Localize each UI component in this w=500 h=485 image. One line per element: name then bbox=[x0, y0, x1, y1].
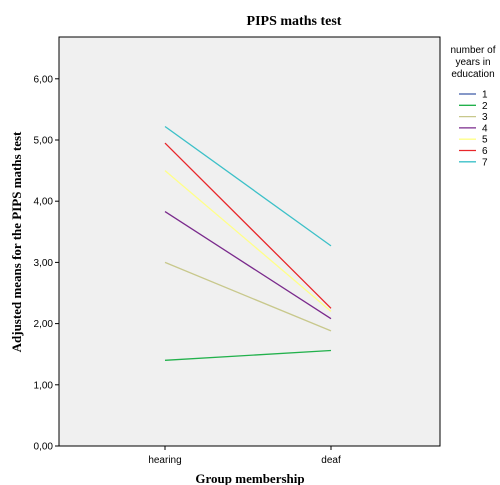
x-tick-label: deaf bbox=[321, 455, 341, 466]
y-axis: 0,00 1,00 2,00 3,00 4,00 5,00 6,00 bbox=[34, 74, 59, 452]
legend-label-4: 4 bbox=[482, 123, 488, 134]
legend-label-5: 5 bbox=[482, 135, 488, 146]
legend-title-line-1: number of bbox=[450, 45, 495, 56]
legend-label-3: 3 bbox=[482, 112, 488, 123]
legend-title-line-3: education bbox=[451, 69, 494, 80]
chart-title: PIPS maths test bbox=[247, 14, 342, 29]
legend-label-7: 7 bbox=[482, 157, 488, 168]
x-axis: hearing deaf bbox=[148, 446, 341, 466]
legend-title-line-2: years in bbox=[455, 57, 490, 68]
y-tick-label: 5,00 bbox=[34, 136, 54, 147]
y-tick-label: 3,00 bbox=[34, 258, 54, 269]
y-tick-label: 2,00 bbox=[34, 319, 54, 330]
y-axis-label: Adjusted means for the PIPS maths test bbox=[9, 131, 24, 352]
legend-label-1: 1 bbox=[482, 90, 488, 101]
y-tick-label: 1,00 bbox=[34, 380, 54, 391]
legend-label-6: 6 bbox=[482, 146, 488, 157]
x-axis-label: Group membership bbox=[195, 471, 304, 485]
legend-label-2: 2 bbox=[482, 101, 488, 112]
y-tick-label: 6,00 bbox=[34, 74, 54, 85]
x-tick-label: hearing bbox=[148, 455, 181, 466]
y-tick-label: 0,00 bbox=[34, 442, 54, 453]
y-tick-label: 4,00 bbox=[34, 197, 54, 208]
